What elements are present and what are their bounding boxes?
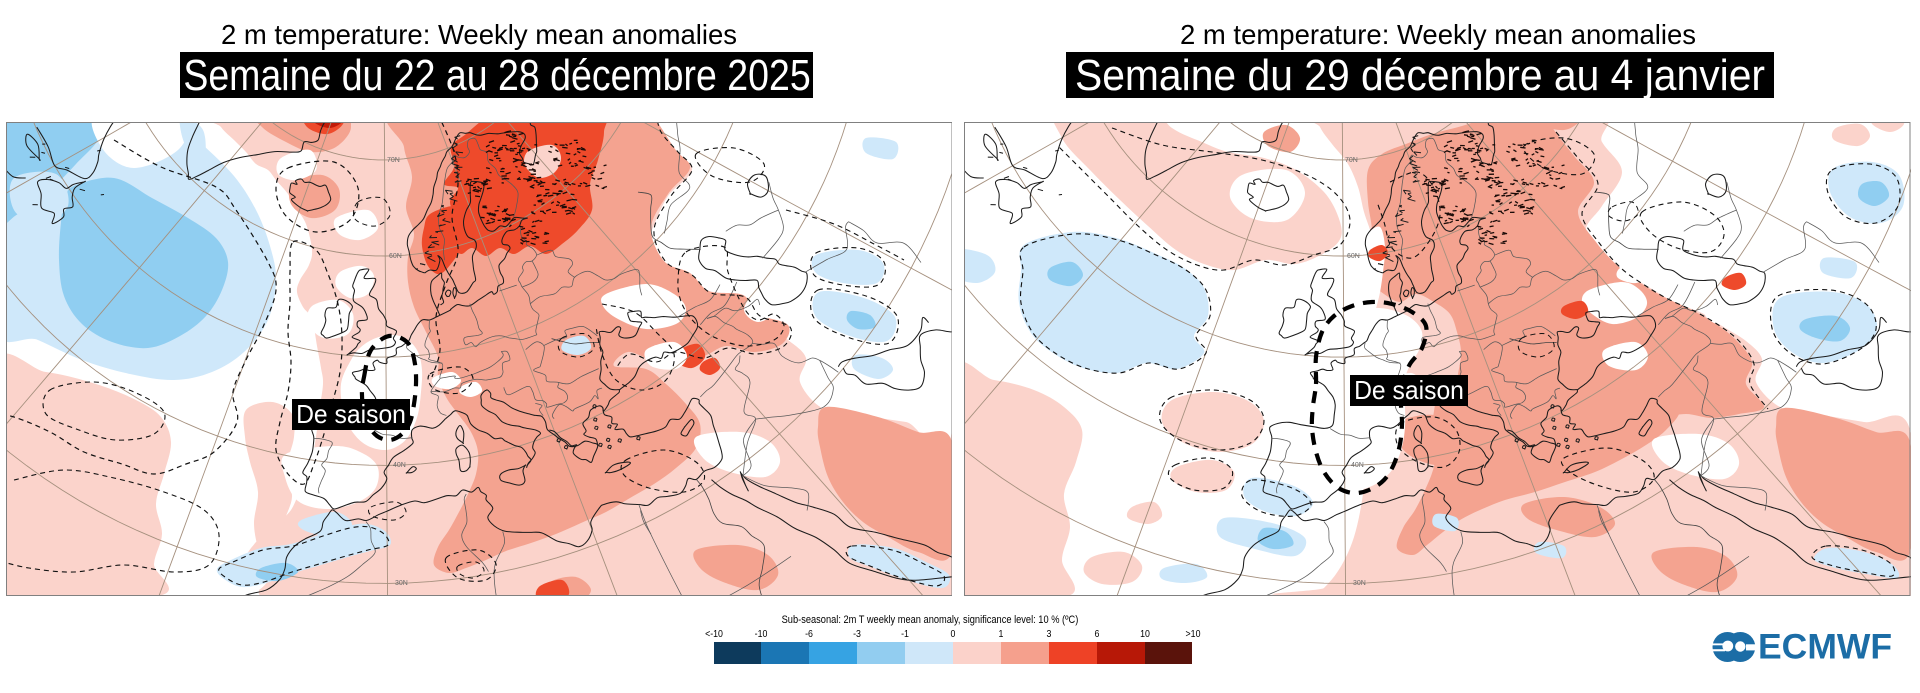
svg-text:60N: 60N [1347, 253, 1360, 260]
svg-text:60N: 60N [389, 253, 402, 260]
svg-text:40N: 40N [1351, 462, 1364, 469]
svg-text:70N: 70N [387, 157, 400, 164]
svg-text:70N: 70N [1345, 157, 1358, 164]
svg-text:30N: 30N [1353, 580, 1366, 587]
svg-text:30N: 30N [395, 580, 408, 587]
svg-text:ECMWF: ECMWF [1758, 628, 1892, 666]
svg-text:40N: 40N [393, 462, 406, 469]
